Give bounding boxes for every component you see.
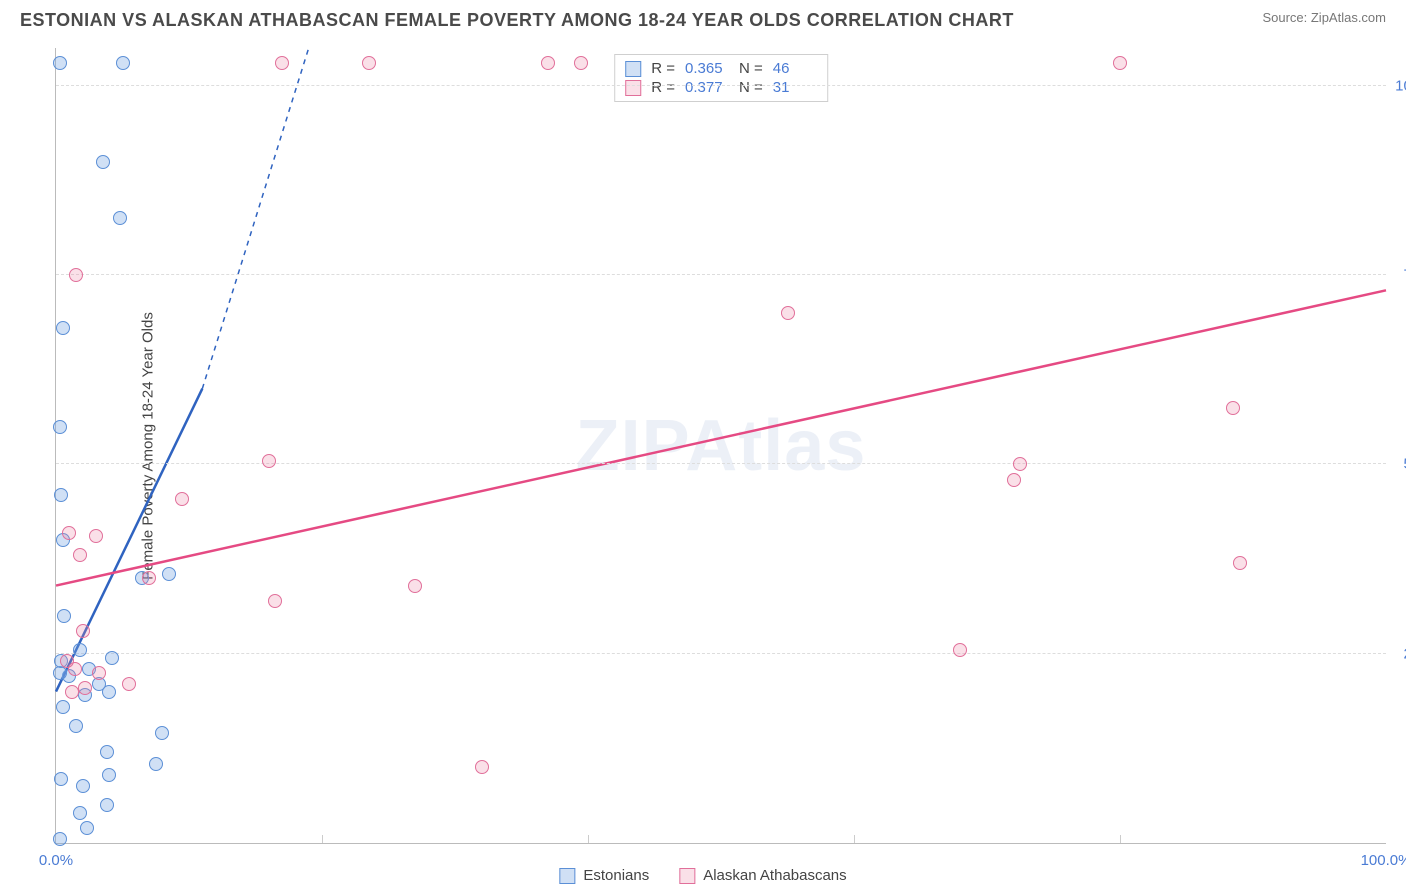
r-value: 0.365 [685,60,729,77]
data-point [116,56,130,70]
data-point [113,211,127,225]
data-point [475,760,489,774]
x-minor-tick [1120,835,1121,843]
stats-row: R = 0.365 N = 46 [625,59,817,78]
data-point [60,654,74,668]
data-point [408,579,422,593]
gridline-horizontal [56,274,1386,275]
data-point [76,779,90,793]
series-swatch [625,61,641,77]
data-point [1007,473,1021,487]
legend-label: Estonians [583,867,649,884]
y-tick-label: 25.0% [1391,645,1406,662]
x-tick-label: 0.0% [39,852,73,869]
data-point [80,821,94,835]
x-tick-label: 100.0% [1361,852,1406,869]
data-point [69,268,83,282]
data-point [62,526,76,540]
data-point [53,832,67,846]
n-label: N = [739,60,763,77]
data-point [105,651,119,665]
data-point [54,488,68,502]
x-minor-tick [854,835,855,843]
source-name: ZipAtlas.com [1311,10,1386,25]
data-point [56,700,70,714]
series-swatch [559,868,575,884]
data-point [89,529,103,543]
scatter-plot: ZIPAtlas R =0.365N =46R =0.377N =31 25.0… [55,48,1386,844]
stats-legend-box: R = 0.365 N = 46 R = 0.377 N = 31 [614,54,828,102]
data-point [65,685,79,699]
source-label: Source: [1262,10,1310,25]
data-point [57,609,71,623]
data-point [92,666,106,680]
data-point [362,56,376,70]
series-swatch [625,80,641,96]
n-value: 31 [773,79,817,96]
source-attribution: Source: ZipAtlas.com [1262,10,1386,25]
gridline-horizontal [56,85,1386,86]
data-point [122,677,136,691]
trend-lines [56,48,1386,843]
data-point [73,806,87,820]
n-label: N = [739,79,763,96]
data-point [262,454,276,468]
data-point [1113,56,1127,70]
data-point [100,798,114,812]
data-point [73,548,87,562]
data-point [149,757,163,771]
y-tick-label: 100.0% [1391,77,1406,94]
data-point [275,56,289,70]
x-minor-tick [588,835,589,843]
data-point [76,624,90,638]
trend-line [56,290,1386,585]
legend-label: Alaskan Athabascans [703,867,846,884]
data-point [1013,457,1027,471]
data-point [162,567,176,581]
data-point [142,571,156,585]
r-label: R = [651,79,675,96]
y-tick-label: 50.0% [1391,456,1406,473]
data-point [54,772,68,786]
r-label: R = [651,60,675,77]
y-tick-label: 75.0% [1391,267,1406,284]
data-point [574,56,588,70]
data-point [69,719,83,733]
data-point [1233,556,1247,570]
gridline-horizontal [56,463,1386,464]
x-minor-tick [322,835,323,843]
stats-row: R = 0.377 N = 31 [625,78,817,97]
data-point [781,306,795,320]
data-point [100,745,114,759]
data-point [78,681,92,695]
data-point [268,594,282,608]
data-point [73,643,87,657]
legend-item: Alaskan Athabascans [679,867,846,884]
legend-item: Estonians [559,867,649,884]
data-point [175,492,189,506]
data-point [953,643,967,657]
watermark: ZIPAtlas [576,405,867,487]
data-point [541,56,555,70]
trend-line-extrapolated [202,48,308,389]
data-point [155,726,169,740]
gridline-horizontal [56,653,1386,654]
data-point [96,155,110,169]
chart-title: ESTONIAN VS ALASKAN ATHABASCAN FEMALE PO… [20,10,1014,31]
data-point [53,420,67,434]
data-point [56,321,70,335]
n-value: 46 [773,60,817,77]
data-point [102,768,116,782]
r-value: 0.377 [685,79,729,96]
data-point [53,56,67,70]
data-point [1226,401,1240,415]
series-legend: Estonians Alaskan Athabascans [559,867,846,884]
series-swatch [679,868,695,884]
